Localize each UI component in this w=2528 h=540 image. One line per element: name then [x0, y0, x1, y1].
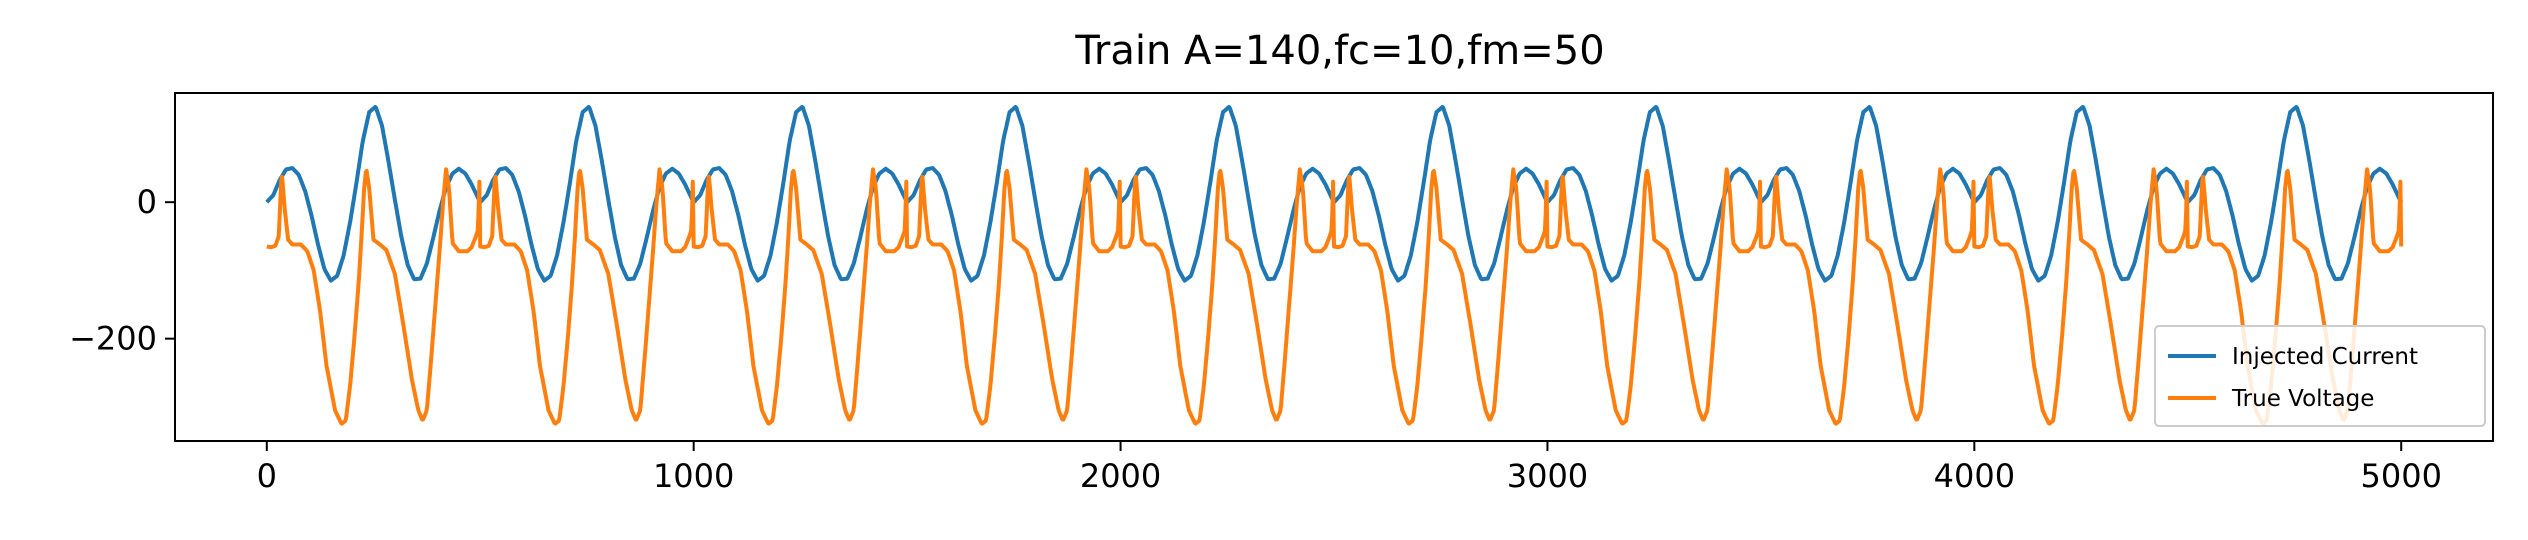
series-line-true-voltage [265, 167, 2404, 426]
y-tick-label: −200 [69, 320, 157, 358]
y-tick-label: 0 [137, 183, 157, 221]
x-tick-label: 1000 [653, 457, 734, 495]
y-axis: 0 −200 [69, 183, 175, 358]
x-tick-label: 4000 [1934, 457, 2015, 495]
legend-label-true-voltage: True Voltage [2231, 386, 2374, 412]
plot-frame [174, 92, 2494, 442]
legend: Injected Current True Voltage [2154, 325, 2486, 427]
chart-title: Train A=140,fc=10,fm=50 [1074, 28, 1604, 74]
x-axis: 0 1000 2000 3000 4000 5000 [257, 441, 2442, 495]
legend-label-injected-current: Injected Current [2232, 344, 2418, 370]
x-tick-label: 2000 [1080, 457, 1161, 495]
x-tick-label: 3000 [1507, 457, 1588, 495]
x-tick-label: 0 [257, 457, 277, 495]
legend-box [2154, 325, 2486, 427]
series-lines [265, 105, 2404, 426]
x-tick-label: 5000 [2361, 457, 2442, 495]
